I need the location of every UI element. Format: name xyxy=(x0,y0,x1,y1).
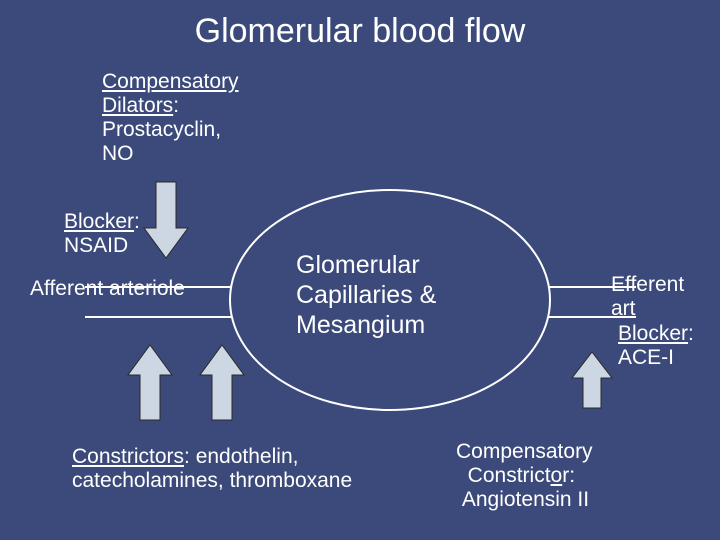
label-blocker-efferent: Blocker: ACE-I xyxy=(618,322,694,370)
arrow-dilator-down xyxy=(144,182,188,258)
arrow-efferent-up xyxy=(572,352,612,408)
label-blocker-afferent: Blocker: NSAID xyxy=(64,210,140,258)
arrow-constrictor-up-1 xyxy=(128,345,172,420)
label-efferent: Efferentart xyxy=(611,273,684,321)
label-comp-constrictor: Compensatory Constrictor: Angiotensin II xyxy=(456,440,593,512)
label-comp-dilators: Compensatory Dilators: Prostacyclin, NO xyxy=(102,70,239,167)
arrow-constrictor-up-2 xyxy=(200,345,244,420)
label-glomerular: GlomerularCapillaries &Mesangium xyxy=(296,250,436,340)
label-afferent: Afferent arteriole xyxy=(30,277,185,301)
page-title: Glomerular blood flow xyxy=(0,12,720,51)
label-constrictors: Constrictors: endothelin, catecholamines… xyxy=(72,445,352,493)
